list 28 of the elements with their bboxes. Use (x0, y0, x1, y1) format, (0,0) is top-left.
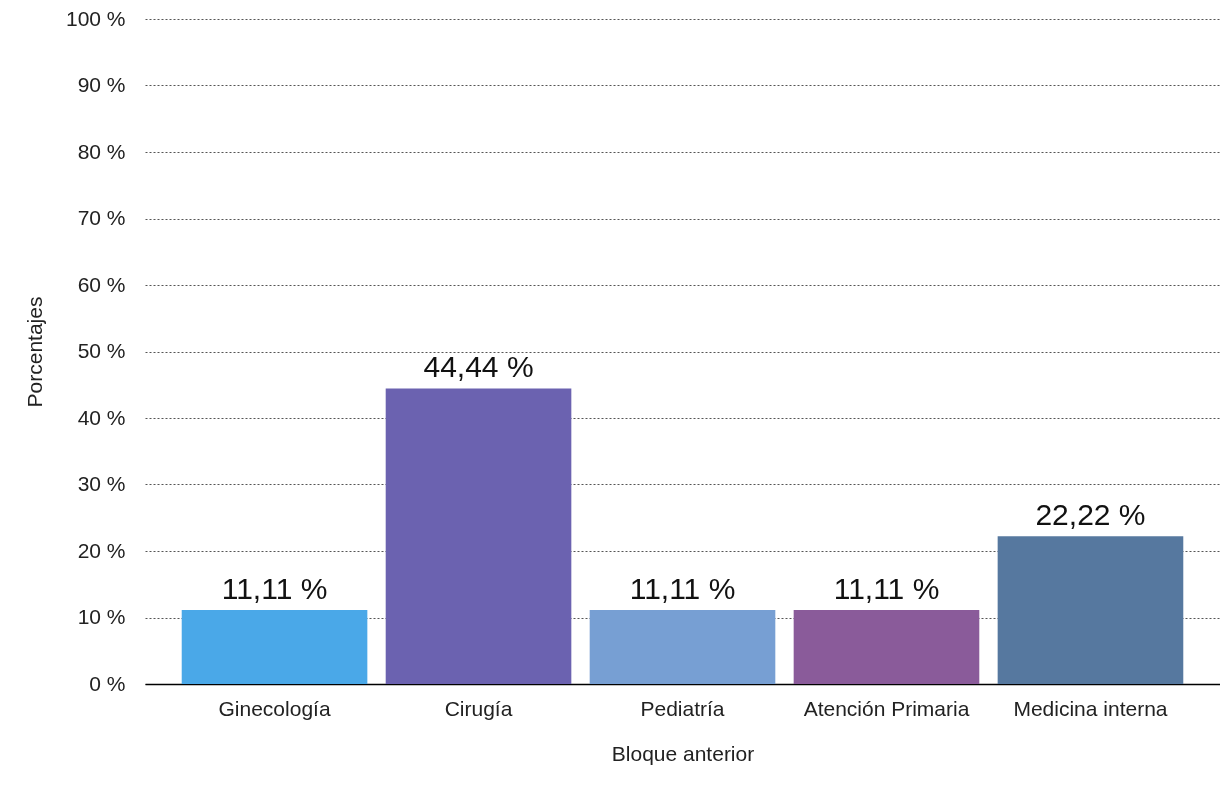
bar (997, 536, 1184, 684)
y-tick-label: 50 % (77, 339, 126, 362)
y-tick-label: 100 % (65, 6, 126, 30)
y-tick-label: 10 % (77, 605, 126, 628)
x-tick-label: Medicina interna (1013, 696, 1168, 720)
x-tick-label: Atención Primaria (803, 696, 970, 720)
x-tick-label: Cirugía (444, 696, 513, 720)
y-tick-label: 40 % (77, 405, 126, 429)
bar (793, 610, 980, 684)
y-tick-label: 0 % (89, 671, 126, 695)
y-tick-label: 20 % (77, 538, 126, 562)
y-tick-label: 90 % (77, 73, 126, 96)
x-tick-label: Pediatría (640, 696, 725, 720)
data-label: 22,22 % (1035, 498, 1146, 532)
bar (181, 610, 368, 684)
data-label: 11,11 % (629, 572, 736, 606)
data-label: 11,11 % (833, 572, 940, 606)
y-tick-label: 80 % (77, 139, 126, 163)
x-axis-title: Bloque anterior (611, 741, 755, 765)
x-tick-label: Ginecología (218, 696, 331, 720)
bar (385, 388, 572, 684)
y-tick-label: 60 % (77, 272, 126, 296)
y-tick-label: 30 % (77, 472, 126, 495)
y-axis-title: Porcentajes (22, 296, 46, 408)
bar (589, 610, 776, 684)
data-label: 11,11 % (221, 572, 328, 606)
data-label: 44,44 % (423, 350, 534, 384)
y-tick-label: 70 % (77, 206, 126, 229)
